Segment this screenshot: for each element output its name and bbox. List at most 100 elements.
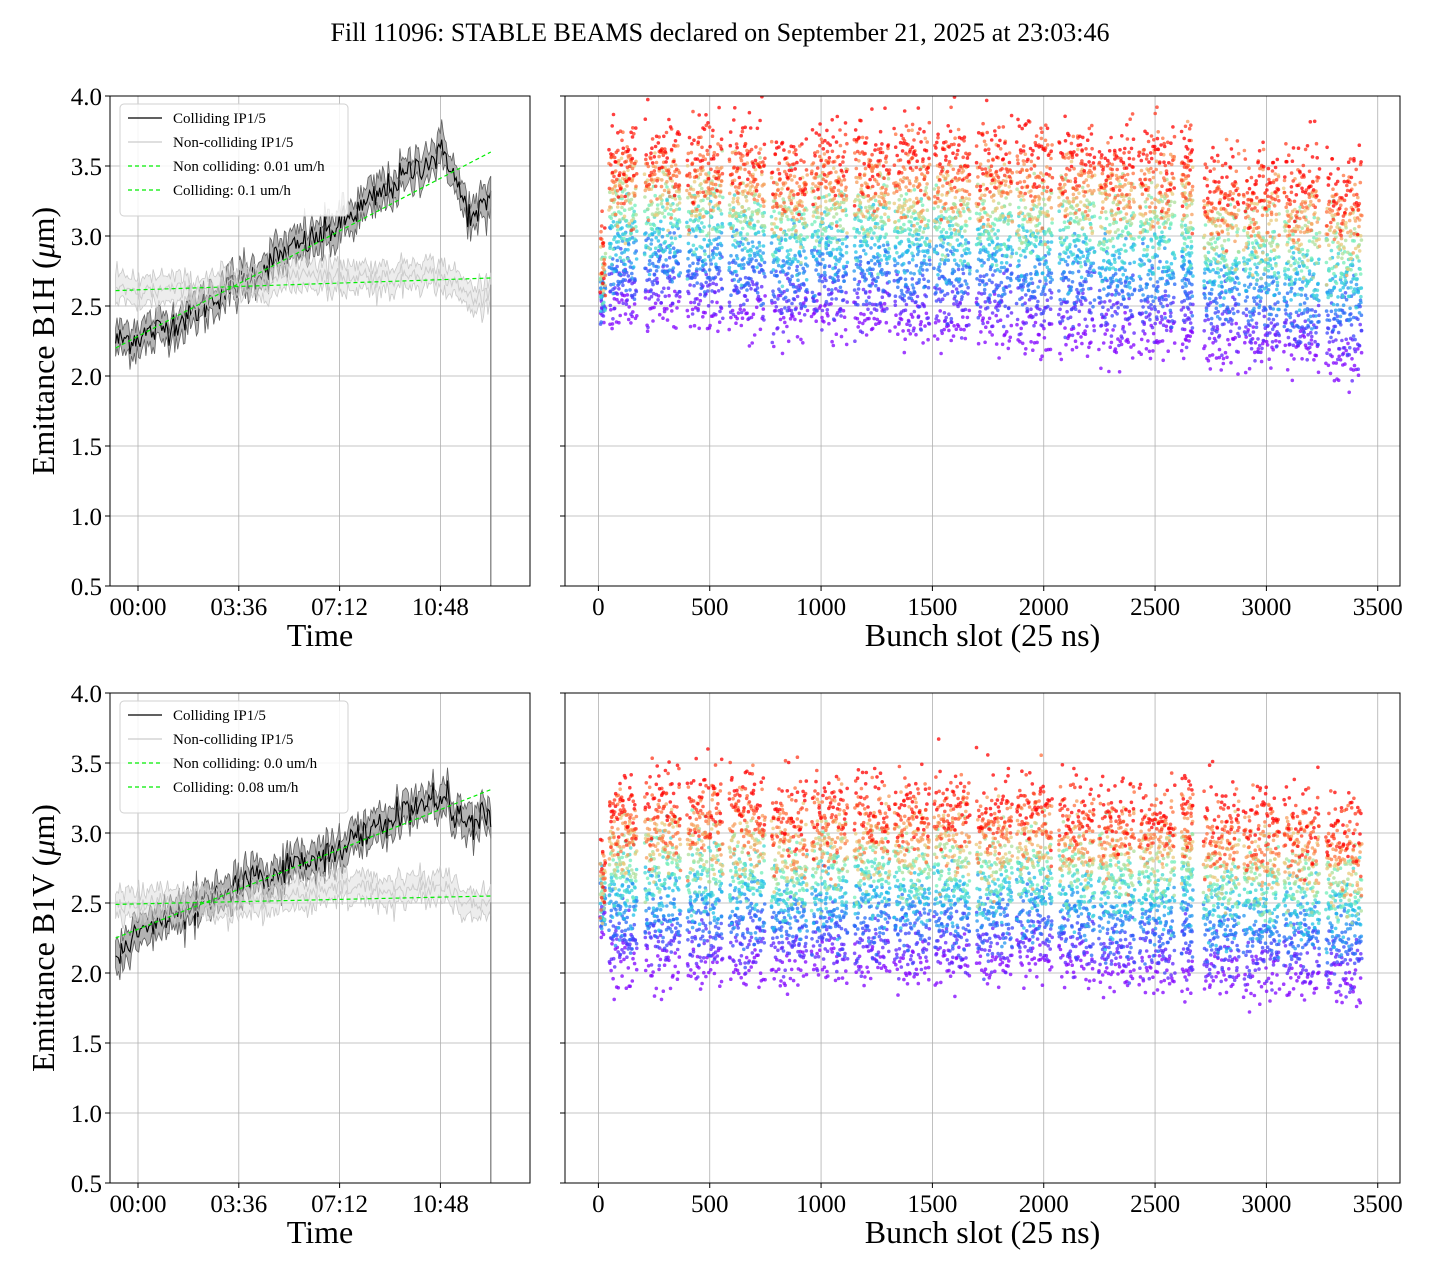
bunch-point: [965, 156, 970, 160]
bunch-point: [895, 250, 899, 255]
bunch-point: [647, 182, 651, 187]
bunch-point: [944, 280, 949, 285]
bunch-point: [705, 180, 709, 184]
bunch-point: [992, 253, 997, 257]
bunch-point: [962, 164, 967, 168]
bunch-point: [750, 341, 754, 345]
bunch-point: [1050, 217, 1054, 221]
bunch-point: [666, 244, 671, 249]
bunch-point: [836, 188, 841, 193]
bunch-point: [734, 321, 738, 326]
bunch-point: [751, 282, 755, 287]
bunch-point: [856, 287, 861, 291]
bunch-point: [1017, 278, 1022, 282]
y-axis-label-unit-rest: m): [25, 207, 61, 243]
bunch-point: [978, 248, 983, 252]
bunch-point: [1066, 255, 1071, 259]
bunch-point: [940, 193, 944, 197]
bunch-point: [985, 213, 990, 217]
bunch-point: [664, 258, 668, 262]
bunch-point: [618, 272, 623, 277]
bunch-point: [719, 165, 724, 170]
bunch-point: [736, 191, 740, 195]
bunch-point: [990, 333, 994, 337]
bunch-point: [949, 186, 953, 191]
bunch-point: [944, 154, 948, 159]
bunch-point: [787, 163, 791, 167]
bunch-point: [785, 288, 789, 293]
bunch-point: [732, 193, 737, 197]
bunch-point: [1090, 231, 1094, 236]
bunch-point: [623, 241, 628, 246]
bunch-point: [762, 182, 766, 187]
bunch-point: [672, 143, 676, 148]
bunch-point: [992, 223, 997, 227]
bunch-point: [879, 191, 884, 196]
bunch-point: [967, 179, 972, 183]
bunch-point: [611, 112, 616, 117]
bunch-point: [771, 292, 776, 297]
bunch-point: [1097, 187, 1101, 192]
bunch-point: [837, 245, 842, 250]
bunch-point: [882, 220, 886, 225]
bunch-point: [715, 153, 720, 157]
bunch-point: [821, 177, 826, 182]
bunch-point: [1023, 206, 1028, 210]
bunch-point: [687, 191, 692, 196]
bunch-point: [797, 271, 802, 276]
bunch-point: [823, 263, 827, 268]
bunch-point: [893, 325, 897, 329]
bunch-point: [1108, 222, 1112, 227]
bunch-point: [1089, 264, 1093, 268]
bunch-point: [1083, 317, 1087, 322]
bunch-point: [776, 258, 781, 262]
bunch-point: [614, 253, 618, 257]
bunch-point: [839, 168, 844, 173]
bunch-point: [873, 243, 877, 247]
bunch-point: [736, 241, 740, 246]
bunch-point: [1005, 253, 1009, 258]
bunch-point: [749, 286, 753, 291]
bunch-point: [885, 261, 889, 266]
bunch-point: [739, 158, 744, 163]
bunch-point: [743, 162, 747, 167]
bunch-point: [982, 274, 986, 279]
bunch-point: [1036, 156, 1040, 160]
bunch-point: [665, 264, 669, 268]
bunch-point: [762, 318, 766, 322]
bunch-point: [735, 256, 740, 261]
bunch-point: [893, 299, 897, 304]
bunch-point: [752, 226, 756, 231]
bunch-point: [691, 219, 696, 224]
bunch-point: [859, 118, 863, 123]
bunch-point: [660, 290, 664, 294]
bunch-point: [611, 287, 615, 292]
bunch-point: [996, 201, 1001, 206]
bunch-point: [1005, 191, 1010, 196]
bunch-point: [1099, 312, 1104, 317]
bunch-point: [844, 342, 849, 347]
bunch-point: [853, 151, 857, 155]
bunch-point: [1026, 288, 1031, 293]
bunch-point: [1087, 126, 1092, 131]
bunch-point: [648, 268, 653, 273]
bunch-point: [1071, 196, 1076, 201]
bunch-point: [939, 214, 944, 218]
bunch-point: [599, 309, 603, 314]
bunch-point: [633, 278, 637, 282]
bunch-point: [727, 268, 731, 273]
bunch-point: [983, 193, 987, 198]
bunch-point: [629, 130, 633, 135]
bunch-point: [1131, 273, 1135, 278]
bunch-point: [901, 165, 906, 169]
bunch-point: [836, 229, 840, 233]
bunch-point: [643, 188, 648, 193]
bunch-point: [739, 214, 743, 219]
bunch-point: [880, 295, 885, 300]
bunch-point: [1006, 346, 1011, 351]
bunch-point: [917, 269, 922, 273]
bunch-point: [1021, 282, 1026, 286]
bunch-point: [883, 203, 888, 207]
bunch-point: [609, 266, 614, 271]
bunch-point: [1033, 195, 1037, 199]
